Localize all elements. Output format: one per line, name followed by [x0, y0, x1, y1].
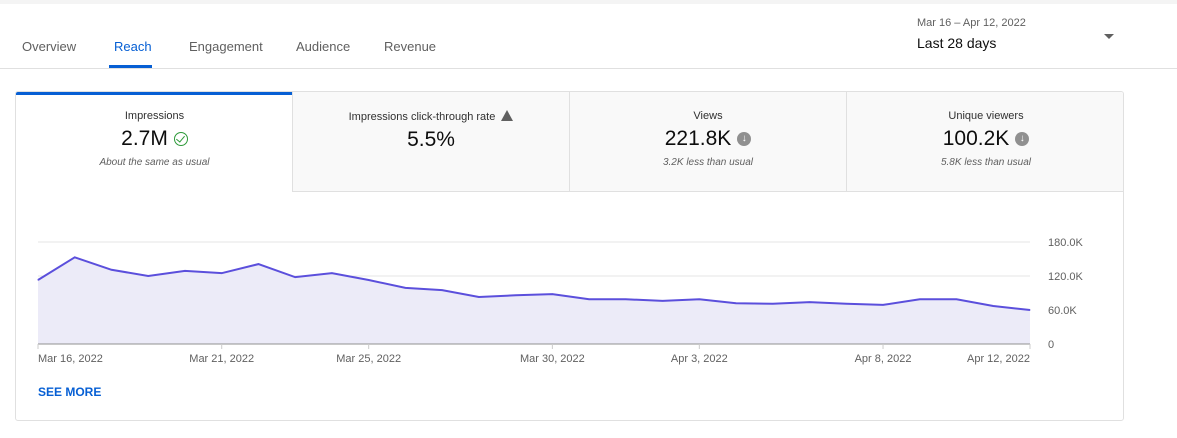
- data-point: [37, 279, 39, 281]
- active-tab-indicator: [109, 65, 152, 68]
- x-tick-label: Apr 8, 2022: [855, 353, 912, 365]
- metric-impressions[interactable]: Impressions 2.7M About the same as usual: [16, 92, 293, 192]
- y-tick-label: 180.0K: [1048, 237, 1084, 249]
- tab-engagement[interactable]: Engagement: [189, 39, 263, 54]
- x-tick-label: Mar 21, 2022: [189, 353, 254, 365]
- area-fill: [38, 257, 1030, 344]
- data-point: [772, 303, 774, 305]
- x-tick-label: Apr 12, 2022: [967, 353, 1030, 365]
- tab-audience[interactable]: Audience: [296, 39, 351, 54]
- data-point: [882, 304, 884, 306]
- check-circle-icon: [173, 132, 188, 146]
- y-tick-label: 60.0K: [1048, 305, 1077, 317]
- data-point: [551, 293, 553, 295]
- data-point: [257, 263, 259, 265]
- arrow-down-circle-icon: ↓: [737, 132, 752, 146]
- top-strip: [0, 0, 1177, 4]
- data-point: [221, 272, 223, 274]
- metric-value: 5.5%: [407, 128, 455, 151]
- date-range-label: Last 28 days: [917, 35, 997, 51]
- metric-label: Impressions: [124, 110, 185, 122]
- metric-note: About the same as usual: [99, 157, 210, 168]
- tab-overview[interactable]: Overview: [22, 39, 77, 54]
- x-tick-label: Mar 25, 2022: [336, 353, 401, 365]
- data-point: [919, 298, 921, 300]
- see-more-link[interactable]: SEE MORE: [38, 385, 102, 399]
- data-point: [331, 272, 333, 274]
- data-point: [662, 300, 664, 302]
- metric-value: 221.8K: [664, 127, 732, 150]
- date-range-picker[interactable]: Mar 16 – Apr 12, 2022 Last 28 days: [917, 17, 1026, 51]
- data-point: [404, 287, 406, 289]
- x-tick-label: Mar 16, 2022: [38, 353, 103, 365]
- x-tick-label: Mar 30, 2022: [520, 353, 585, 365]
- data-point: [294, 276, 296, 278]
- metric-label: Views: [693, 110, 723, 122]
- tab-bar: Overview Reach Engagement Audience Reven…: [0, 0, 1177, 69]
- data-point: [809, 301, 811, 303]
- data-point: [368, 279, 370, 281]
- y-tick-label: 120.0K: [1048, 271, 1084, 283]
- data-point: [625, 298, 627, 300]
- data-point: [147, 275, 149, 277]
- metric-label: Unique viewers: [948, 110, 1024, 122]
- data-point: [478, 296, 480, 298]
- data-point: [184, 270, 186, 272]
- metric-label: Impressions click-through rate: [348, 111, 496, 123]
- data-point: [110, 269, 112, 271]
- metric-note: 3.2K less than usual: [662, 157, 754, 168]
- series-line: [37, 256, 1031, 311]
- data-point: [845, 303, 847, 305]
- reach-card: Impressions 2.7M About the same as usual…: [15, 91, 1124, 421]
- metric-value: 2.7M: [121, 127, 168, 150]
- data-point: [74, 256, 76, 258]
- tab-revenue[interactable]: Revenue: [384, 39, 437, 54]
- warning-icon[interactable]: [501, 110, 514, 121]
- data-point: [515, 294, 517, 296]
- tab-reach[interactable]: Reach: [114, 39, 152, 54]
- dropdown-caret-icon[interactable]: [1104, 34, 1114, 39]
- data-point: [1029, 309, 1031, 311]
- date-range-dates: Mar 16 – Apr 12, 2022: [917, 17, 1026, 29]
- data-point: [441, 289, 443, 291]
- metric-unique-viewers[interactable]: Unique viewers 100.2K ↓ 5.8K less than us…: [846, 92, 1123, 192]
- data-point: [735, 302, 737, 304]
- metric-value: 100.2K: [942, 127, 1010, 150]
- data-point: [956, 298, 958, 300]
- x-tick-label: Apr 3, 2022: [671, 353, 728, 365]
- y-tick-label: 0: [1048, 339, 1054, 351]
- data-point: [698, 298, 700, 300]
- data-point: [992, 305, 994, 307]
- metric-ctr[interactable]: Impressions click-through rate 5.5%: [292, 92, 569, 192]
- metric-note: 5.8K less than usual: [940, 157, 1032, 168]
- arrow-down-circle-icon: ↓: [1015, 132, 1030, 146]
- metric-views[interactable]: Views 221.8K ↓ 3.2K less than usual: [569, 92, 846, 192]
- data-point: [588, 298, 590, 300]
